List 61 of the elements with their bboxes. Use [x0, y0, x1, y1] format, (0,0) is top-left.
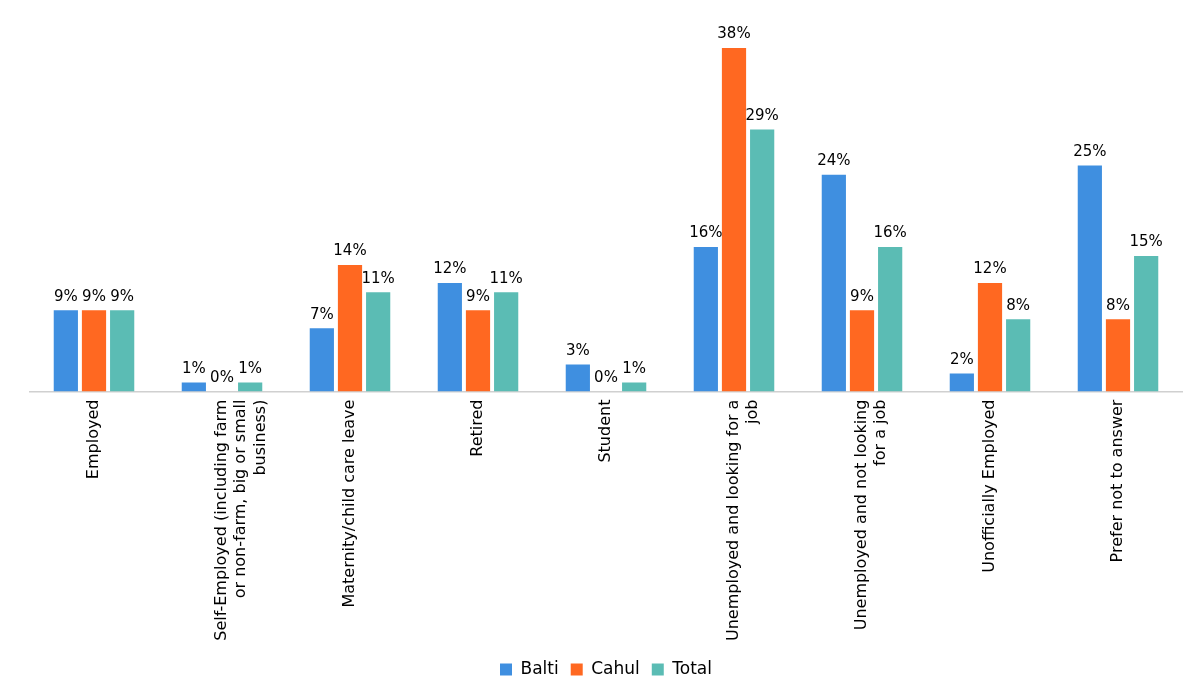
data-label: 24%: [817, 151, 851, 170]
data-label: 25%: [1073, 141, 1107, 160]
x-tick-label: Unemployed and looking for a job: [723, 399, 762, 641]
bar: [977, 283, 1003, 392]
data-label: 11%: [361, 268, 395, 287]
x-tick-label: Unemployed and not looking for a job: [851, 399, 890, 631]
bar: [53, 310, 78, 392]
bar: [1134, 255, 1159, 392]
data-label: 12%: [433, 259, 467, 278]
data-label: 1%: [622, 358, 647, 377]
data-label: 15%: [1129, 232, 1163, 251]
bar: [81, 310, 107, 392]
bar: [849, 310, 875, 392]
data-label: 8%: [1006, 295, 1031, 314]
x-tick-label: Retired: [467, 399, 487, 457]
bar: [750, 129, 775, 392]
data-label: 16%: [873, 223, 907, 242]
x-tick-label: Self-Employed (including farm or non-farm, big or small business): [211, 399, 269, 641]
bar: [693, 246, 718, 392]
bar: [110, 310, 135, 392]
x-tick-label: Unofficially Employed: [979, 399, 999, 573]
x-tick-label: Maternity/child care leave: [339, 399, 359, 608]
data-label: 12%: [973, 259, 1007, 278]
data-label: 8%: [1106, 295, 1130, 314]
legend-label: Balti: [520, 657, 559, 678]
x-tick-label: Prefer not to answer: [1107, 399, 1127, 563]
bar: [337, 265, 363, 392]
bar: [465, 310, 491, 392]
bar: [1006, 319, 1031, 392]
data-label: 9%: [82, 286, 106, 305]
data-label: 9%: [53, 286, 78, 305]
data-label: 9%: [110, 286, 135, 305]
bar: [437, 283, 462, 392]
data-label: 14%: [333, 241, 367, 260]
data-label: 0%: [210, 367, 234, 386]
bar: [878, 246, 903, 392]
bar: [1105, 319, 1131, 392]
bar: [366, 292, 391, 392]
data-label: 9%: [850, 286, 874, 305]
data-label: 38%: [717, 24, 751, 43]
bar: [1077, 165, 1102, 392]
legend-label: Total: [671, 657, 712, 678]
legend-label: Cahul: [591, 657, 640, 678]
x-tick-label: Student: [595, 399, 615, 463]
data-label: 11%: [489, 268, 523, 287]
data-label: 9%: [466, 286, 490, 305]
bar: [309, 328, 334, 392]
data-label: 1%: [181, 358, 206, 377]
data-label: 7%: [309, 304, 334, 323]
data-label: 3%: [565, 340, 590, 359]
data-label: 1%: [238, 358, 263, 377]
data-label: 16%: [689, 223, 723, 242]
x-tick-label: Employed: [83, 399, 103, 480]
data-label: 0%: [594, 367, 618, 386]
bar: [949, 373, 974, 392]
data-label: 2%: [949, 349, 974, 368]
data-label: 29%: [745, 105, 779, 124]
bar: [565, 364, 590, 392]
bar: [821, 174, 846, 392]
bar: [721, 48, 747, 392]
bar: [494, 292, 519, 392]
